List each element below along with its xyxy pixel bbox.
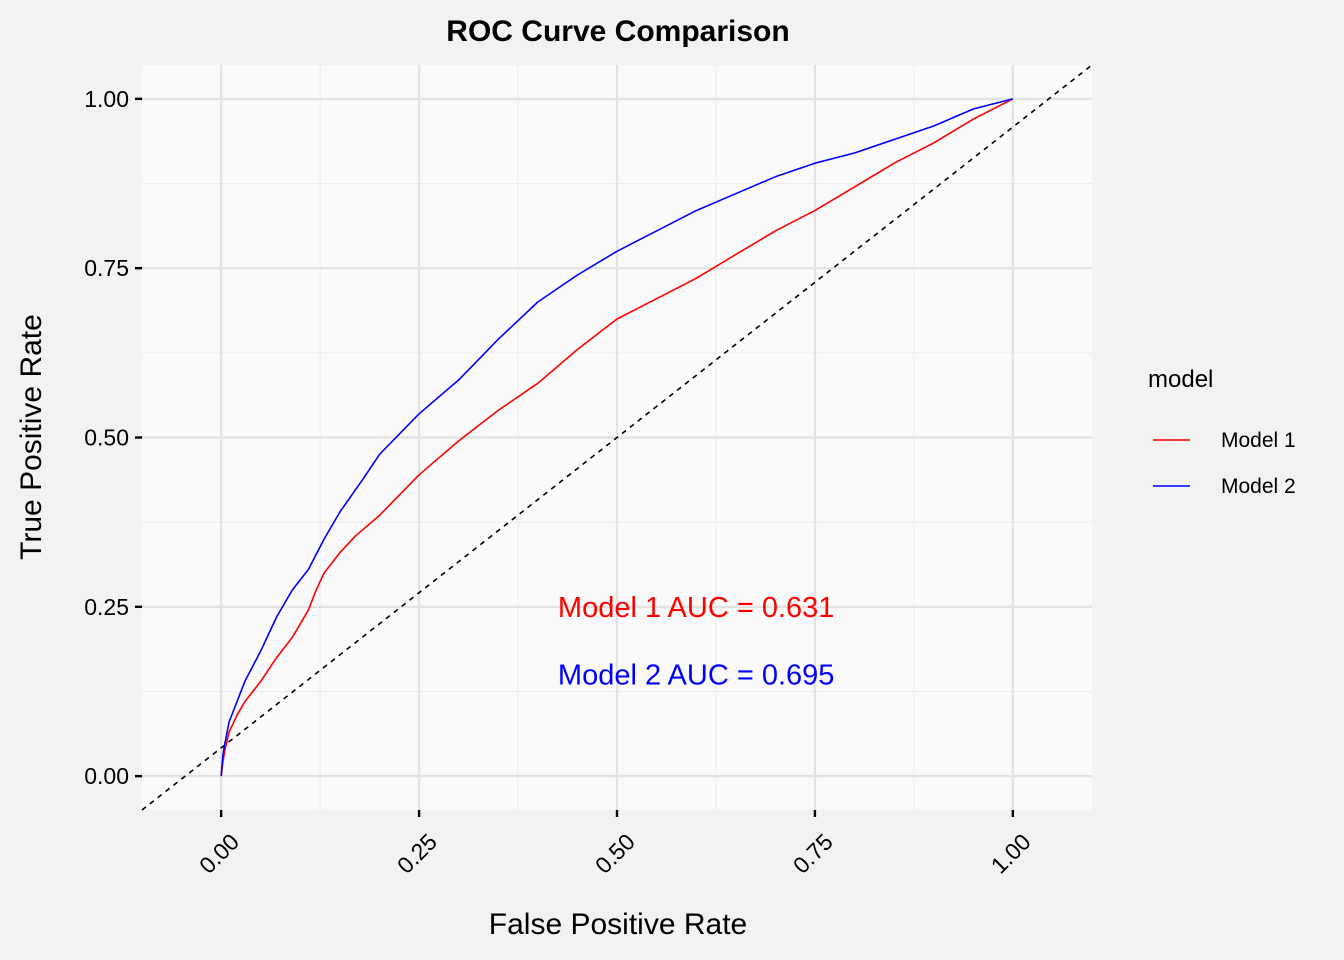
- x-tick-label: 1.00: [986, 829, 1036, 879]
- y-tick-label: 0.00: [84, 763, 129, 789]
- reference-diagonal: [141, 64, 1093, 811]
- x-axis-title: False Positive Rate: [489, 908, 747, 941]
- legend-label-model-2: Model 2: [1221, 475, 1296, 498]
- series-line-model-1: [220, 98, 1014, 777]
- y-tick-label: 0.25: [84, 594, 129, 620]
- x-tick-label: 0.75: [788, 829, 838, 879]
- x-tick-label: 0.50: [590, 829, 640, 879]
- series-line-model-2: [220, 98, 1013, 777]
- x-axis: 0.00 0.25 0.50 0.75 1.00: [194, 810, 1036, 879]
- y-axis-title: True Positive Rate: [15, 314, 48, 560]
- auc-annotation: Model 2 AUC = 0.695: [558, 660, 834, 692]
- annotation-layer: Model 1 AUC = 0.631 Model 2 AUC = 0.695: [558, 592, 834, 692]
- reference-line-layer: [141, 64, 1093, 811]
- chart-title: ROC Curve Comparison: [446, 15, 789, 48]
- auc-annotation: Model 1 AUC = 0.631: [558, 592, 834, 624]
- y-axis: 0.00 0.25 0.50 0.75 1.00: [84, 86, 142, 789]
- legend: model Model 1 Model 2: [1148, 366, 1296, 498]
- y-tick-label: 0.50: [84, 425, 129, 451]
- x-tick-label: 0.00: [194, 829, 244, 879]
- y-tick-label: 0.75: [84, 255, 129, 281]
- x-tick-label: 0.25: [392, 829, 442, 879]
- y-tick-label: 1.00: [84, 86, 129, 112]
- series-layer: [220, 98, 1014, 777]
- legend-label-model-1: Model 1: [1221, 429, 1296, 452]
- legend-title: model: [1148, 366, 1213, 393]
